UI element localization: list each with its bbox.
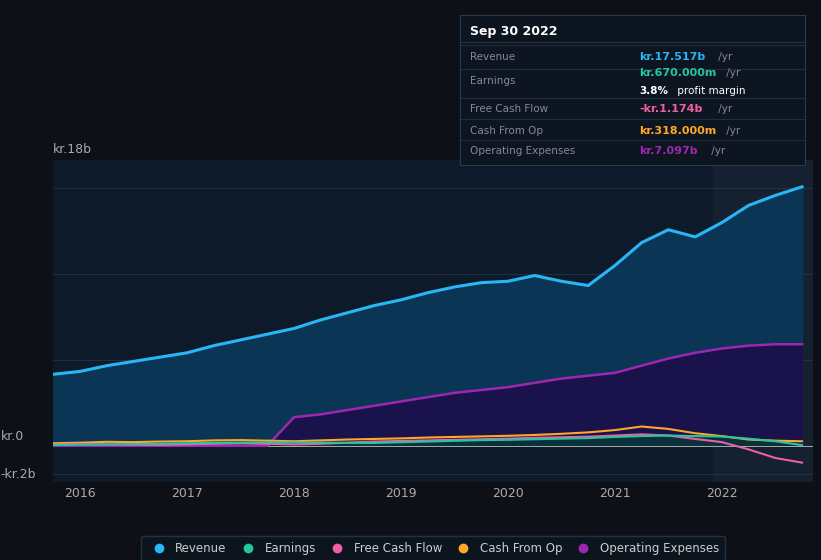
Text: Revenue: Revenue — [470, 52, 516, 62]
Text: Cash From Op: Cash From Op — [470, 125, 544, 136]
Text: /yr: /yr — [722, 125, 741, 136]
Legend: Revenue, Earnings, Free Cash Flow, Cash From Op, Operating Expenses: Revenue, Earnings, Free Cash Flow, Cash … — [141, 536, 725, 560]
Text: -kr.1.174b: -kr.1.174b — [640, 105, 703, 114]
Text: Free Cash Flow: Free Cash Flow — [470, 105, 548, 114]
Text: profit margin: profit margin — [674, 86, 745, 96]
Text: kr.318.000m: kr.318.000m — [640, 125, 717, 136]
Text: -kr.2b: -kr.2b — [1, 468, 36, 481]
Text: kr.18b: kr.18b — [53, 143, 93, 156]
Text: kr.0: kr.0 — [1, 430, 24, 443]
Text: /yr: /yr — [715, 105, 732, 114]
Text: kr.7.097b: kr.7.097b — [640, 147, 698, 156]
Text: 3.8%: 3.8% — [640, 86, 668, 96]
Text: /yr: /yr — [708, 147, 725, 156]
Text: /yr: /yr — [722, 68, 741, 78]
Text: /yr: /yr — [715, 52, 732, 62]
Bar — [713, 160, 813, 482]
Text: Operating Expenses: Operating Expenses — [470, 147, 576, 156]
Text: kr.17.517b: kr.17.517b — [640, 52, 706, 62]
Text: Sep 30 2022: Sep 30 2022 — [470, 26, 557, 39]
Text: Earnings: Earnings — [470, 76, 516, 86]
Text: kr.670.000m: kr.670.000m — [640, 68, 717, 78]
